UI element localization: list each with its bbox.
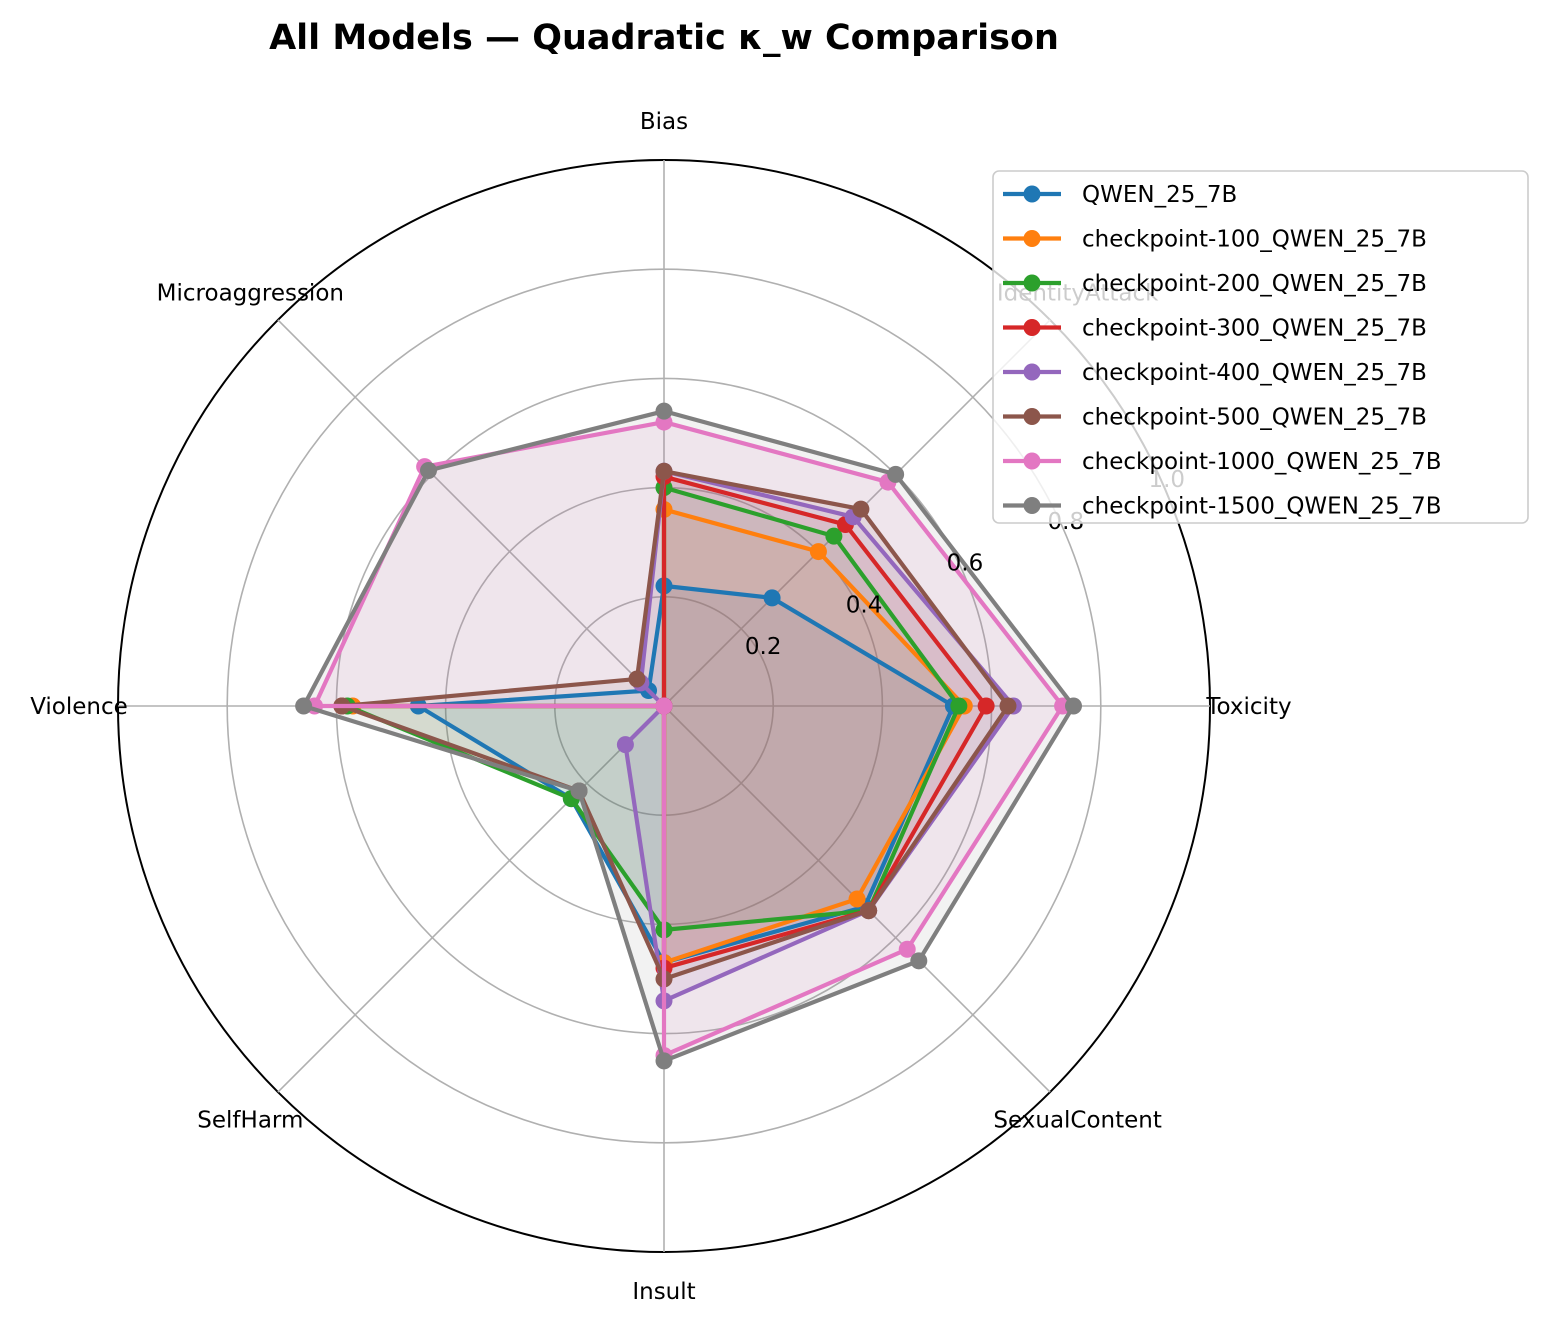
data-point-microaggression [419, 461, 437, 479]
legend-label: checkpoint-500_QWEN_25_7B [1082, 405, 1427, 431]
data-point-identityattack [887, 465, 905, 483]
series-fill-4 [625, 471, 1014, 1001]
legend-marker [1023, 452, 1041, 470]
legend-marker [1023, 408, 1041, 425]
data-point-insult [655, 1052, 673, 1070]
data-point-selfharm [570, 782, 588, 800]
legend-label: checkpoint-400_QWEN_25_7B [1082, 360, 1427, 386]
legend-marker [1023, 185, 1041, 203]
series-fill-5 [341, 471, 1008, 979]
legend-entry: checkpoint-100_QWEN_25_7B [1003, 227, 1427, 253]
data-point-identityattack [852, 500, 870, 518]
axis-label-sexualcontent: SexualContent [993, 1108, 1162, 1134]
r-tick-label: 0.4 [846, 592, 883, 618]
data-point-bias [655, 402, 673, 420]
series-7 [295, 402, 1082, 1070]
legend-marker [1023, 274, 1041, 292]
data-point-microaggression [628, 670, 646, 688]
data-point-bias [655, 462, 673, 480]
legend-entry: checkpoint-1000_QWEN_25_7B [1003, 449, 1442, 475]
chart-title: All Models — Quadratic κ_w Comparison [269, 18, 1059, 58]
data-point-sexualcontent [860, 902, 878, 920]
data-point-sexualcontent [848, 890, 866, 908]
grid-spoke-selfharm [277, 705, 665, 1093]
legend-entry: checkpoint-400_QWEN_25_7B [1003, 360, 1427, 386]
data-point-toxicity [1065, 697, 1082, 715]
axis-label-microaggression: Microaggression [157, 280, 344, 306]
data-point-identityattack [763, 589, 781, 607]
data-point-identityattack [809, 543, 827, 561]
legend-marker [1023, 363, 1041, 381]
r-tick-label: 0.6 [947, 551, 984, 577]
series-fill-2 [347, 487, 959, 930]
data-point-identityattack [825, 527, 843, 545]
series-lines [295, 402, 1082, 1070]
legend-frame [992, 170, 1529, 524]
data-point-toxicity [977, 697, 995, 715]
legend-entry: checkpoint-300_QWEN_25_7B [1003, 316, 1427, 342]
legend-marker [1023, 497, 1041, 514]
r-tick-label: 0.2 [745, 634, 782, 660]
legend-marker [1023, 319, 1041, 336]
legend-entry: checkpoint-200_QWEN_25_7B [1003, 271, 1427, 297]
legend-entry: QWEN_25_7B [1003, 182, 1237, 208]
data-point-sexualcontent [898, 940, 916, 958]
legend-label: checkpoint-300_QWEN_25_7B [1082, 316, 1427, 342]
axis-label-insult: Insult [632, 1279, 695, 1305]
data-point-toxicity [950, 697, 968, 715]
data-point-toxicity [999, 697, 1017, 715]
legend-label: QWEN_25_7B [1082, 182, 1237, 208]
legend: QWEN_25_7B checkpoint-100_QWEN_25_7Bcheck… [992, 170, 1529, 524]
series-fill-0 [418, 585, 954, 963]
legend-label: checkpoint-200_QWEN_25_7B [1082, 271, 1427, 297]
legend-label: checkpoint-1500_QWEN_25_7B [1082, 494, 1442, 520]
legend-marker [1023, 230, 1041, 247]
axis-label-violence: Violence [30, 694, 128, 720]
legend-label: checkpoint-1000_QWEN_25_7B [1082, 449, 1442, 475]
data-point-selfharm [655, 697, 673, 715]
data-point-selfharm [616, 736, 634, 754]
data-point-sexualcontent [910, 952, 928, 970]
legend-entry: checkpoint-1500_QWEN_25_7B [1003, 494, 1442, 520]
axis-label-bias: Bias [640, 109, 688, 135]
data-point-violence [295, 697, 313, 715]
legend-entry: checkpoint-500_QWEN_25_7B [1003, 405, 1427, 431]
axis-label-toxicity: Toxicity [1205, 694, 1291, 720]
grid-spoke-microaggression [277, 319, 665, 707]
legend-label: checkpoint-100_QWEN_25_7B [1082, 227, 1427, 253]
axis-label-selfharm: SelfHarm [197, 1108, 303, 1134]
